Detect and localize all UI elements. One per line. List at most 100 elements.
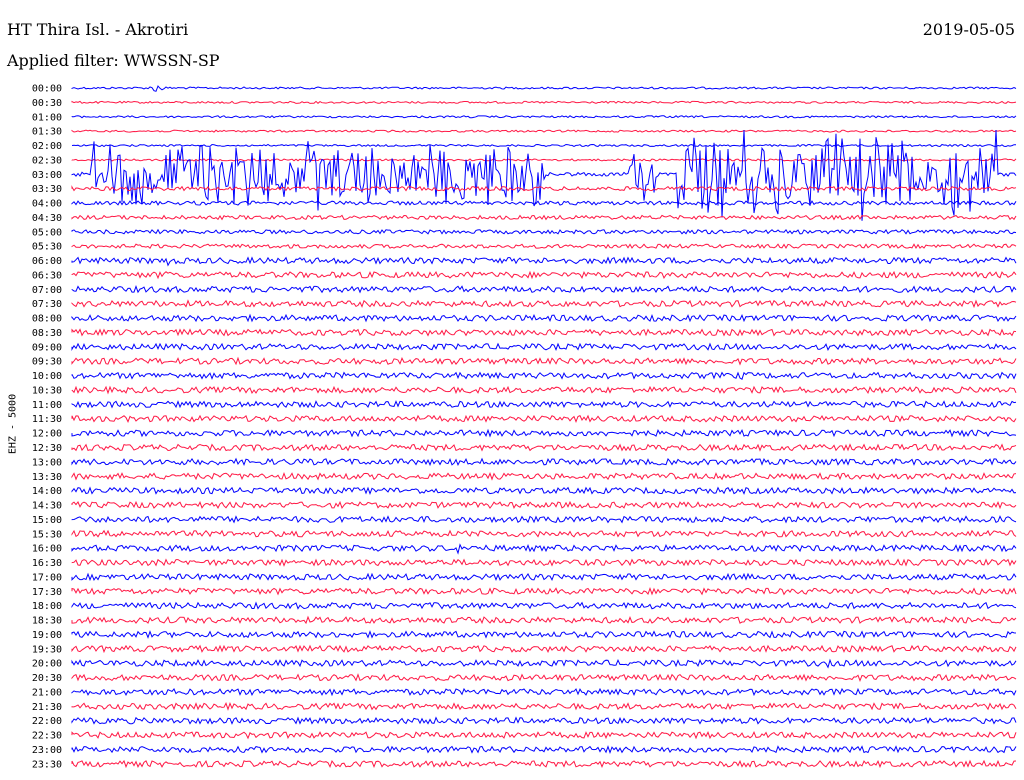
- row-time-label: 04:00: [32, 199, 62, 210]
- row-time-label: 12:00: [32, 429, 62, 440]
- row-time-label: 23:30: [32, 759, 62, 770]
- row-time-label: 02:00: [32, 141, 62, 152]
- row-time-label: 11:30: [32, 414, 62, 425]
- row-time-label: 11:00: [32, 400, 62, 411]
- trace-row: [71, 457, 1017, 467]
- trace-row: [71, 129, 1017, 221]
- trace-row: [71, 630, 1017, 639]
- row-time-label: 16:00: [32, 544, 62, 555]
- trace-row: [71, 673, 1017, 682]
- trace-row: [71, 342, 1017, 352]
- row-time-label: 00:00: [32, 84, 62, 95]
- trace-row: [71, 730, 1017, 740]
- row-time-label: 14:00: [32, 486, 62, 497]
- row-time-label: 08:30: [32, 328, 62, 339]
- row-time-label: 19:30: [32, 644, 62, 655]
- row-time-label: 04:30: [32, 213, 62, 224]
- row-time-label: 10:30: [32, 385, 62, 396]
- trace-row: [71, 400, 1017, 409]
- trace-row: [71, 299, 1017, 309]
- row-time-label: 18:30: [32, 616, 62, 627]
- trace-row: [71, 256, 1017, 267]
- row-time-label: 08:00: [32, 314, 62, 325]
- row-time-label: 15:30: [32, 529, 62, 540]
- trace-row: [71, 658, 1017, 669]
- trace-row: [71, 601, 1017, 610]
- row-time-label: 10:00: [32, 371, 62, 382]
- trace-row: [71, 486, 1017, 496]
- trace-row: [71, 385, 1017, 395]
- trace-row: [71, 701, 1017, 711]
- row-time-label: 06:00: [32, 256, 62, 267]
- row-time-label: 09:30: [32, 357, 62, 368]
- row-time-label: 22:00: [32, 716, 62, 727]
- row-time-label: 20:00: [32, 659, 62, 670]
- trace-row: [71, 328, 1017, 337]
- trace-row: [71, 158, 1017, 162]
- row-time-label: 03:30: [32, 184, 62, 195]
- trace-row: [71, 371, 1017, 380]
- row-time-label: 02:30: [32, 155, 62, 166]
- trace-row: [71, 270, 1017, 280]
- trace-row: [71, 214, 1017, 221]
- row-time-label: 17:00: [32, 572, 62, 583]
- trace-row: [71, 313, 1017, 323]
- record-date: 2019-05-05: [922, 20, 1015, 39]
- row-time-label: 07:00: [32, 285, 62, 296]
- station-title: HT Thira Isl. - Akrotiri: [7, 20, 189, 39]
- trace-row: [71, 500, 1017, 510]
- trace-row: [71, 428, 1017, 438]
- trace-row: [71, 745, 1017, 754]
- trace-row: [71, 759, 1017, 769]
- trace-row: [71, 644, 1017, 654]
- trace-row: [71, 100, 1017, 104]
- trace-row: [71, 716, 1017, 725]
- trace-row: [71, 129, 1017, 133]
- trace-row: [71, 143, 1016, 148]
- trace-row: [71, 543, 1017, 555]
- row-time-label: 05:00: [32, 227, 62, 238]
- trace-row: [71, 85, 1017, 92]
- row-time-label: 20:30: [32, 673, 62, 684]
- trace-row: [71, 587, 1017, 596]
- trace-row: [71, 243, 1017, 250]
- row-time-label: 16:30: [32, 558, 62, 569]
- filter-label: Applied filter: WWSSN-SP: [7, 51, 220, 70]
- trace-row: [71, 443, 1017, 452]
- row-time-label: 22:30: [32, 731, 62, 742]
- row-time-label: 06:30: [32, 270, 62, 281]
- row-time-label: 19:00: [32, 630, 62, 641]
- trace-row: [71, 472, 1017, 481]
- trace-row: [71, 356, 1017, 366]
- row-time-label: 01:30: [32, 127, 62, 138]
- trace-row: [71, 414, 1017, 423]
- row-time-label: 00:30: [32, 98, 62, 109]
- row-time-label: 13:30: [32, 472, 62, 483]
- row-time-label: 21:00: [32, 687, 62, 698]
- trace-row: [71, 687, 1017, 697]
- row-time-label: 23:00: [32, 745, 62, 756]
- row-time-label: 17:30: [32, 587, 62, 598]
- trace-row: [71, 200, 1017, 206]
- trace-row: [71, 185, 1017, 192]
- trace-row: [71, 572, 1017, 582]
- row-time-label: 03:00: [32, 170, 62, 181]
- trace-row: [71, 228, 1017, 235]
- row-time-label: 15:00: [32, 515, 62, 526]
- row-time-label: 13:00: [32, 457, 62, 468]
- row-time-label: 21:30: [32, 702, 62, 713]
- trace-row: [71, 285, 1017, 294]
- trace-row: [71, 615, 1017, 625]
- row-time-label: 12:30: [32, 443, 62, 454]
- row-time-label: 07:30: [32, 299, 62, 310]
- row-time-label: 18:00: [32, 601, 62, 612]
- trace-row: [71, 558, 1017, 567]
- row-time-label: 01:00: [32, 112, 62, 123]
- trace-row: [71, 515, 1017, 524]
- row-time-label: 09:00: [32, 342, 62, 353]
- row-time-label: 14:30: [32, 501, 62, 512]
- trace-row: [71, 529, 1017, 538]
- row-time-label: 05:30: [32, 242, 62, 253]
- trace-row: [71, 115, 1017, 119]
